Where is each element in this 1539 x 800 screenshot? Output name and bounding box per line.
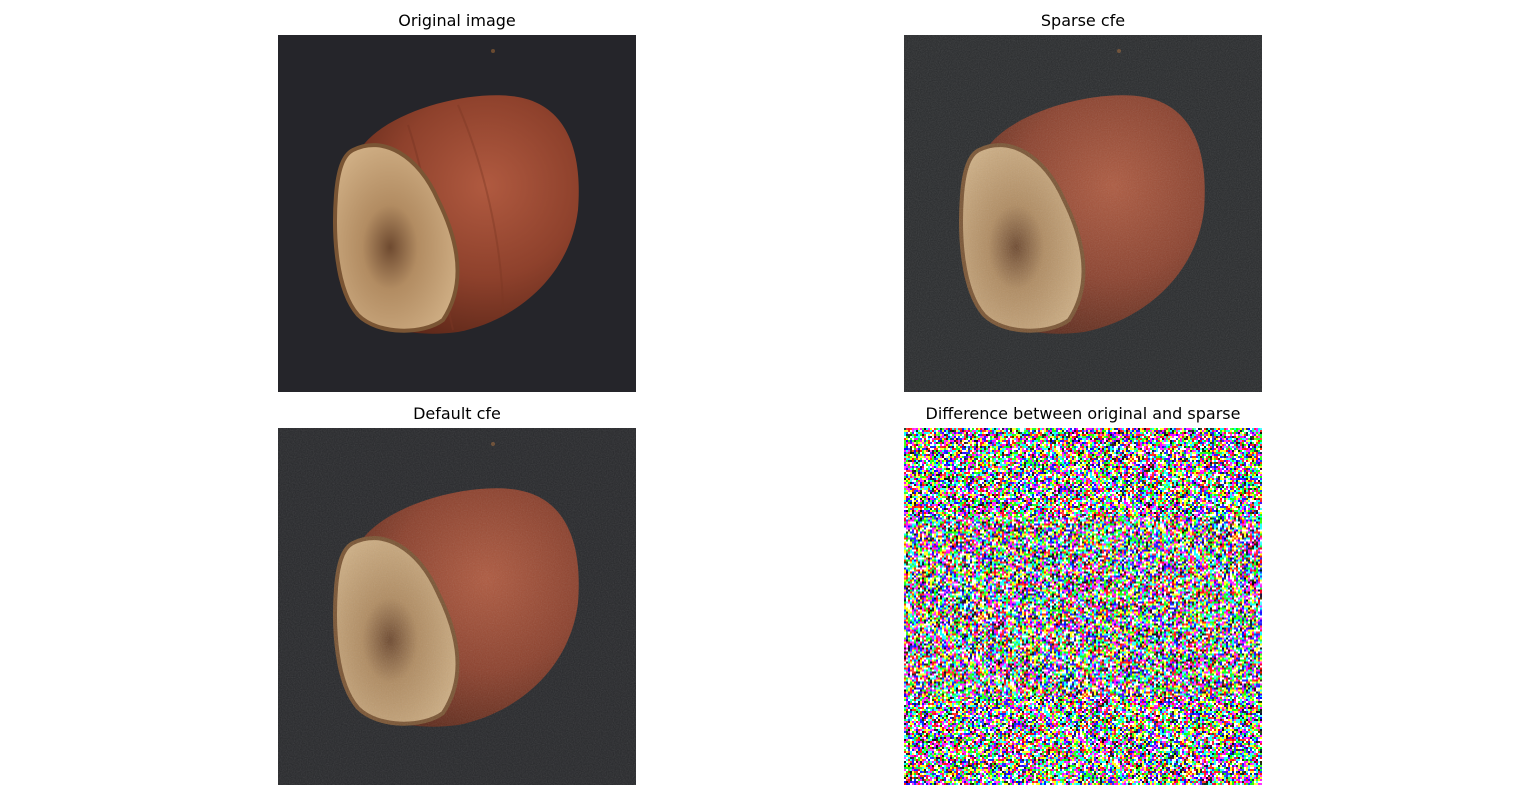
noise-canvas	[904, 428, 1262, 785]
hazelnut-image-default	[278, 428, 636, 785]
hazelnut-svg	[278, 35, 636, 392]
panel-title: Sparse cfe	[1040, 11, 1126, 30]
panel-title: Difference between original and sparse	[925, 404, 1241, 423]
hazelnut-image-sparse	[904, 35, 1262, 392]
panel-title: Default cfe	[413, 404, 501, 423]
hazelnut-image-original	[278, 35, 636, 392]
hazelnut-svg	[278, 428, 636, 785]
hazelnut-svg	[904, 35, 1262, 392]
panel-title: Original image	[398, 11, 516, 30]
difference-noise-image	[904, 428, 1262, 785]
